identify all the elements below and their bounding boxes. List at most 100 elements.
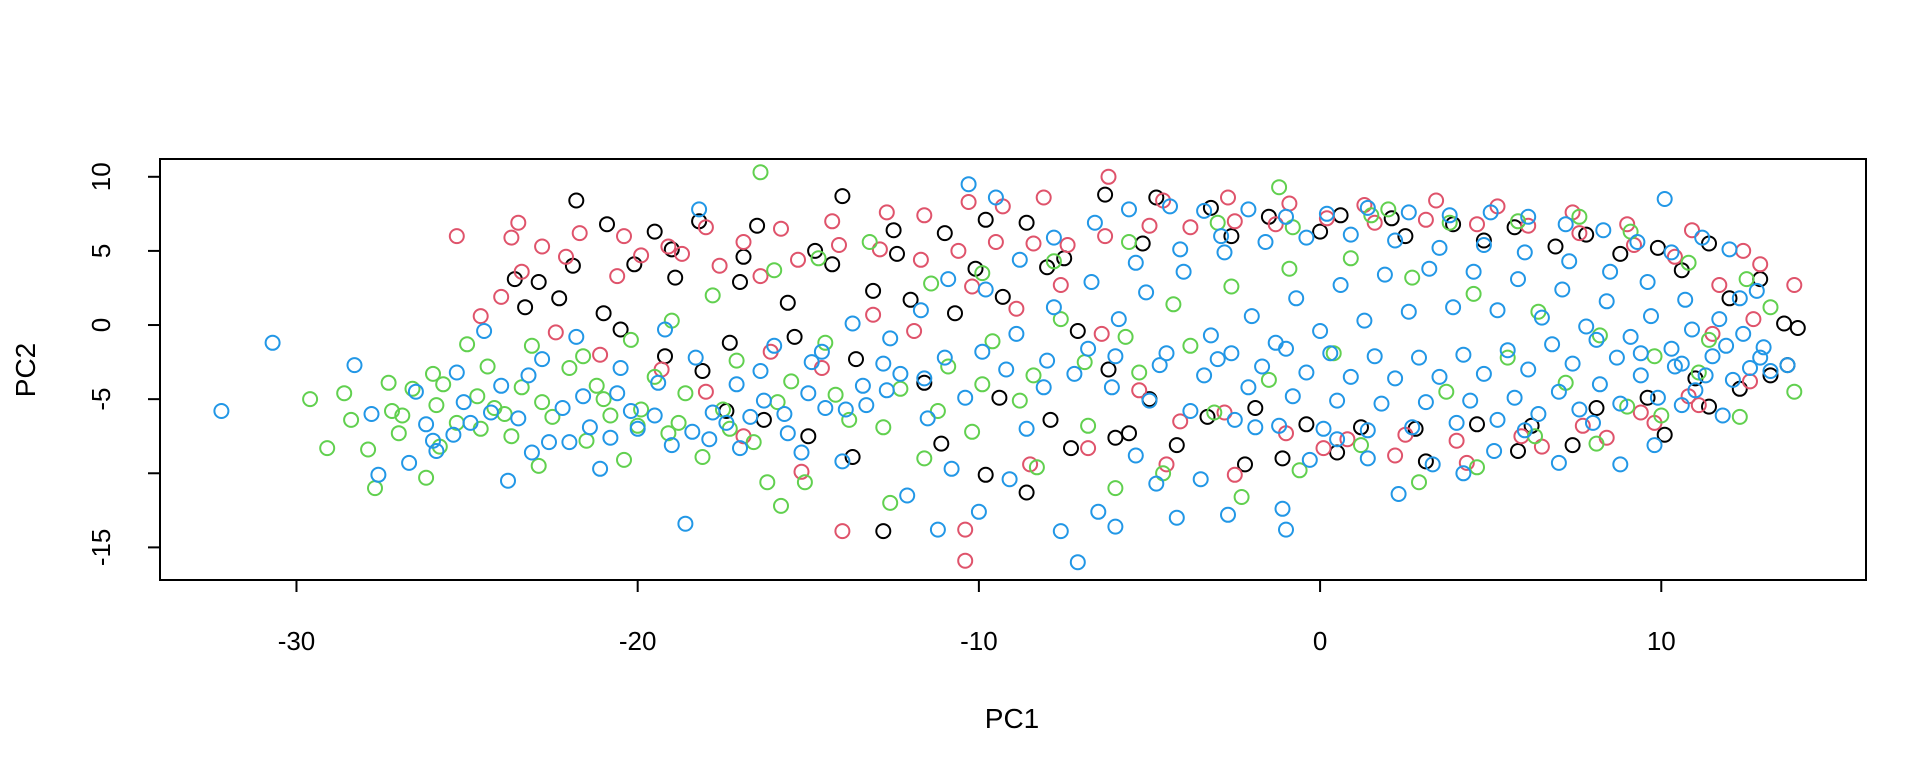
data-point <box>861 234 878 250</box>
data-point <box>1441 214 1458 231</box>
data-point <box>425 432 441 449</box>
series-2 <box>302 164 1803 514</box>
data-point <box>370 466 387 483</box>
data-point <box>1366 214 1383 231</box>
data-point <box>1530 406 1547 422</box>
data-point <box>1223 345 1240 362</box>
data-point <box>718 414 735 431</box>
data-point <box>1223 228 1240 245</box>
data-point <box>1100 168 1117 185</box>
data-point <box>1080 440 1097 457</box>
data-point <box>878 204 895 221</box>
data-point <box>1544 336 1561 353</box>
data-point <box>1643 308 1659 325</box>
data-point <box>510 214 527 231</box>
data-point <box>1042 411 1059 428</box>
data-point <box>1216 404 1233 421</box>
data-point <box>657 348 673 365</box>
data-point <box>561 360 578 376</box>
data-point <box>1588 331 1605 348</box>
data-point <box>1151 357 1168 374</box>
data-point <box>1533 438 1550 455</box>
data-point <box>1373 395 1390 412</box>
data-point <box>755 411 772 428</box>
data-point <box>1550 454 1567 471</box>
data-point <box>1216 244 1233 261</box>
data-point <box>1411 474 1427 491</box>
data-point <box>448 364 465 381</box>
data-point <box>1202 327 1219 344</box>
data-point <box>1721 241 1738 258</box>
data-point <box>1196 202 1213 219</box>
data-point <box>1278 340 1294 357</box>
data-point <box>1742 373 1758 390</box>
data-point <box>1520 217 1537 234</box>
x-tick-label: -20 <box>619 626 657 656</box>
data-point <box>1025 235 1042 252</box>
data-point <box>462 414 479 431</box>
data-point <box>1168 509 1185 526</box>
data-point <box>1018 484 1035 501</box>
data-point <box>1254 358 1271 375</box>
data-point <box>912 251 929 268</box>
data-point <box>701 431 718 448</box>
data-point <box>1247 419 1264 436</box>
data-point <box>1387 232 1404 249</box>
data-point <box>1069 554 1086 571</box>
data-point <box>513 379 530 396</box>
data-point <box>1168 437 1185 454</box>
data-point <box>602 407 619 424</box>
data-point <box>445 426 462 443</box>
data-point <box>1247 400 1264 416</box>
data-point <box>991 389 1008 406</box>
data-point <box>1639 389 1656 406</box>
data-point <box>302 391 319 408</box>
data-point <box>1506 389 1523 406</box>
data-point <box>1748 282 1765 299</box>
data-point <box>1588 400 1605 416</box>
data-point <box>1735 242 1752 259</box>
data-point <box>1315 440 1332 457</box>
data-point <box>1158 345 1175 362</box>
data-point <box>534 351 551 368</box>
data-point <box>1271 179 1288 196</box>
x-tick-label: 10 <box>1647 626 1676 656</box>
data-point <box>1243 308 1260 325</box>
y-axis-title: PC2 <box>10 343 41 397</box>
data-point <box>677 385 694 402</box>
data-point <box>735 248 752 265</box>
data-point <box>1585 414 1601 431</box>
data-point <box>977 211 994 228</box>
data-point <box>588 377 605 394</box>
data-point <box>513 263 530 280</box>
data-point <box>752 363 769 379</box>
data-point <box>1469 459 1485 476</box>
data-point <box>1424 456 1441 473</box>
data-point <box>493 377 510 394</box>
data-point <box>1213 228 1230 245</box>
data-point <box>581 419 598 436</box>
data-point <box>1632 345 1649 362</box>
data-point <box>1649 389 1666 406</box>
data-point <box>810 250 827 267</box>
data-point <box>578 432 595 449</box>
data-point <box>1731 408 1748 425</box>
data-point <box>530 274 547 290</box>
data-point <box>936 225 953 242</box>
data-point <box>1387 447 1404 464</box>
data-point <box>779 425 796 442</box>
data-point <box>595 391 612 408</box>
data-point <box>776 406 793 422</box>
data-point <box>752 164 769 181</box>
data-point <box>742 408 759 425</box>
data-point <box>711 257 728 274</box>
data-point <box>476 323 493 339</box>
data-point <box>674 245 690 262</box>
data-point <box>1018 214 1035 231</box>
data-point <box>319 440 336 457</box>
data-point <box>1086 214 1103 231</box>
data-point <box>1465 285 1482 302</box>
data-point <box>766 337 783 354</box>
data-point <box>1697 367 1714 384</box>
